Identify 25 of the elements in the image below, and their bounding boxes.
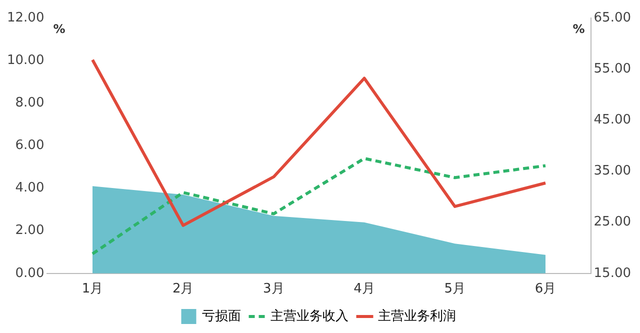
y-tick-label: 10.00 <box>7 52 44 68</box>
y2-tick-label: 55.00 <box>594 61 631 76</box>
y2-tick-label: 45.00 <box>594 112 631 128</box>
legend-label: 主营业务收入 <box>270 308 348 324</box>
x-tick-label: 1月 <box>82 282 104 297</box>
y-tick-label: 12.00 <box>7 10 44 26</box>
y2-tick-label: 25.00 <box>594 214 631 230</box>
y-tick-label: 8.00 <box>15 96 44 111</box>
y2-axis-title: % <box>572 22 585 36</box>
x-tick-label: 2月 <box>172 282 194 297</box>
y-axis-title: % <box>53 22 66 36</box>
x-tick-label: 5月 <box>444 282 466 297</box>
y2-tick-label: 65.00 <box>594 10 631 26</box>
x-tick-label: 6月 <box>534 282 556 297</box>
y-tick-label: 4.00 <box>15 180 44 196</box>
y2-tick-label: 15.00 <box>594 266 631 281</box>
y-tick-label: 6.00 <box>15 138 44 154</box>
x-tick-label: 3月 <box>263 282 284 297</box>
y-tick-label: 2.00 <box>15 223 44 238</box>
y2-tick-label: 35.00 <box>594 164 631 179</box>
legend-label: 主营业务利润 <box>378 308 456 324</box>
line-series <box>91 156 547 256</box>
legend-label: 亏损面 <box>202 308 241 324</box>
x-tick-label: 4月 <box>354 282 375 297</box>
y-tick-label: 0.00 <box>15 266 44 281</box>
